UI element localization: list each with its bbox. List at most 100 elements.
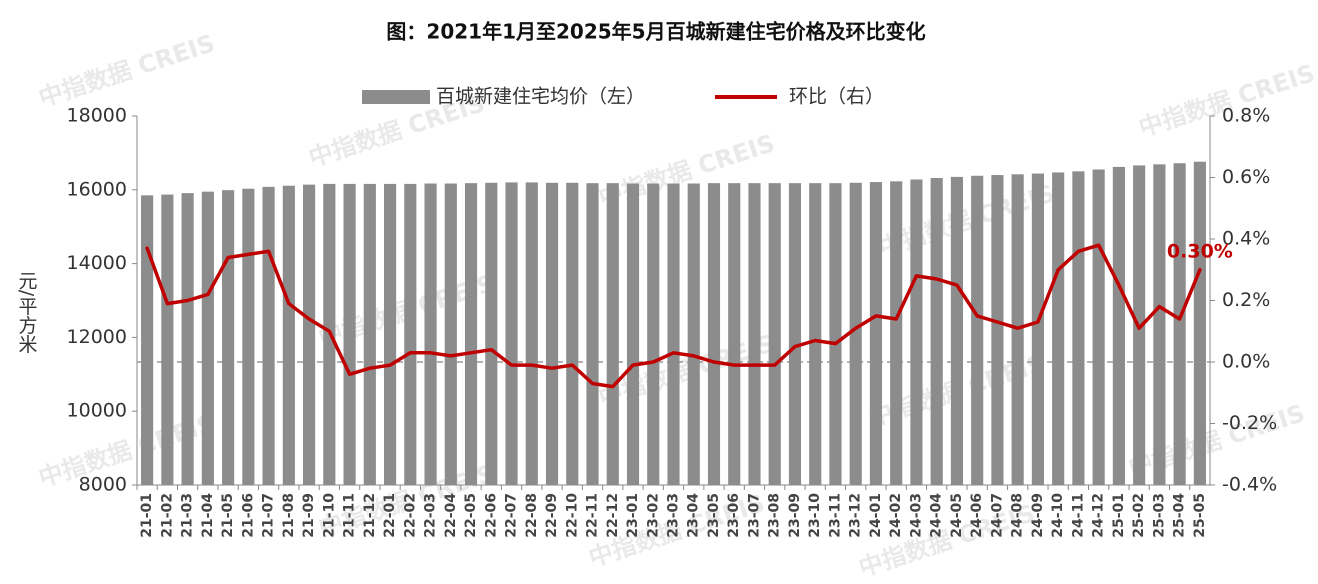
bar — [849, 182, 862, 485]
x-tick-label: 22-04 — [443, 493, 459, 538]
x-tick-label: 24-09 — [1030, 493, 1046, 538]
x-tick-label: 21-04 — [200, 493, 216, 538]
bar — [383, 183, 397, 485]
data-label: 0.30% — [1167, 240, 1233, 262]
bar — [161, 194, 174, 486]
x-tick-label: 22-01 — [382, 493, 398, 538]
x-tick-label: 24-10 — [1050, 493, 1066, 538]
x-tick-label: 23-01 — [625, 493, 641, 538]
x-tick-label: 22-06 — [483, 493, 499, 538]
bar — [991, 175, 1004, 486]
x-tick-label: 23-06 — [726, 493, 742, 538]
bar — [647, 183, 660, 486]
x-tick-label: 22-11 — [585, 493, 601, 538]
bar — [768, 183, 781, 485]
bar — [566, 182, 579, 485]
x-tick-label: 24-08 — [1010, 493, 1026, 538]
x-tick-label: 25-01 — [1111, 493, 1127, 538]
bar — [829, 183, 842, 485]
x-tick-label: 21-01 — [139, 493, 155, 538]
x-tick-label: 22-02 — [402, 493, 418, 538]
bar — [262, 186, 275, 485]
x-tick-label: 25-04 — [1172, 493, 1188, 538]
bar — [1072, 171, 1085, 485]
bar — [242, 188, 255, 485]
x-tick-label: 21-03 — [180, 493, 196, 538]
y-tick-label: 18000 — [67, 105, 127, 127]
x-tick-label: 22-07 — [504, 493, 520, 538]
bar — [950, 176, 964, 485]
x-tick-label: 22-10 — [564, 493, 580, 538]
bar — [606, 183, 619, 485]
bar — [201, 191, 214, 485]
x-tick-label: 21-05 — [220, 493, 236, 538]
bar — [1031, 173, 1044, 485]
bar — [525, 182, 538, 486]
bar — [910, 179, 923, 485]
x-tick-label: 23-03 — [666, 493, 682, 538]
bar — [424, 183, 437, 486]
x-tick-label: 23-11 — [827, 493, 843, 538]
x-tick-label: 24-11 — [1070, 493, 1086, 538]
bar — [222, 190, 235, 485]
y2-tick-label: 0.2% — [1222, 289, 1270, 311]
x-tick-label: 22-03 — [423, 493, 439, 538]
y-tick-label: 10000 — [67, 400, 127, 422]
x-tick-label: 22-12 — [605, 493, 621, 538]
bar — [363, 183, 376, 485]
bar — [282, 185, 295, 485]
line — [145, 243, 1202, 389]
watermark: 中指数据 CREIS — [1125, 399, 1308, 482]
y2-tick-label: 0.0% — [1222, 351, 1270, 373]
y2-tick-label: 0.6% — [1222, 166, 1270, 188]
x-tick-label: 23-04 — [686, 493, 702, 538]
bar — [1092, 169, 1105, 485]
bar — [1173, 163, 1186, 485]
x-tick-label: 24-05 — [949, 493, 965, 538]
y2-tick-label: 0.8% — [1222, 105, 1270, 127]
y-tick-label: 12000 — [67, 326, 127, 348]
x-tick-label: 23-10 — [807, 493, 823, 538]
x-tick-label: 21-09 — [301, 493, 317, 538]
y2-tick-label: -0.4% — [1222, 474, 1277, 496]
x-tick-label: 24-01 — [868, 493, 884, 538]
x-tick-label: 24-04 — [929, 493, 945, 538]
x-tick-label: 23-05 — [706, 493, 722, 538]
bar — [1153, 164, 1166, 486]
bar — [181, 193, 194, 485]
bar — [1193, 161, 1206, 486]
x-tick-label: 25-02 — [1131, 493, 1147, 538]
x-tick-label: 24-02 — [888, 493, 904, 538]
bar — [971, 175, 984, 485]
bar — [141, 195, 154, 485]
watermark: 中指数据 CREIS — [1135, 59, 1318, 142]
legend-label: 百城新建住宅均价（左） — [436, 86, 645, 108]
bar — [890, 181, 903, 486]
x-tick-label: 21-02 — [159, 493, 175, 538]
x-tick-label: 22-09 — [544, 493, 560, 538]
bar — [707, 183, 721, 485]
bar — [586, 183, 599, 485]
x-tick-label: 25-05 — [1192, 493, 1208, 538]
x-tick-label: 21-07 — [261, 493, 277, 538]
y2-tick-label: -0.2% — [1222, 412, 1277, 434]
bar — [1112, 166, 1125, 485]
bar — [545, 182, 559, 485]
x-tick-label: 23-09 — [787, 493, 803, 538]
bar — [505, 182, 518, 486]
x-tick-label: 21-10 — [321, 493, 337, 538]
x-tick-label: 24-07 — [989, 493, 1005, 538]
x-tick-label: 23-08 — [767, 493, 783, 538]
bar — [343, 183, 356, 485]
watermark: 中指数据 CREIS — [875, 179, 1058, 262]
x-tick-label: 24-03 — [908, 493, 924, 538]
bar — [728, 183, 741, 485]
watermark: 中指数据 CREIS — [35, 29, 218, 112]
x-tick-label: 21-11 — [342, 493, 358, 538]
bar — [930, 177, 943, 485]
x-tick-label: 23-02 — [645, 493, 661, 538]
x-tick-label: 24-12 — [1091, 493, 1107, 538]
bar — [869, 182, 883, 485]
y-tick-label: 16000 — [67, 178, 127, 200]
